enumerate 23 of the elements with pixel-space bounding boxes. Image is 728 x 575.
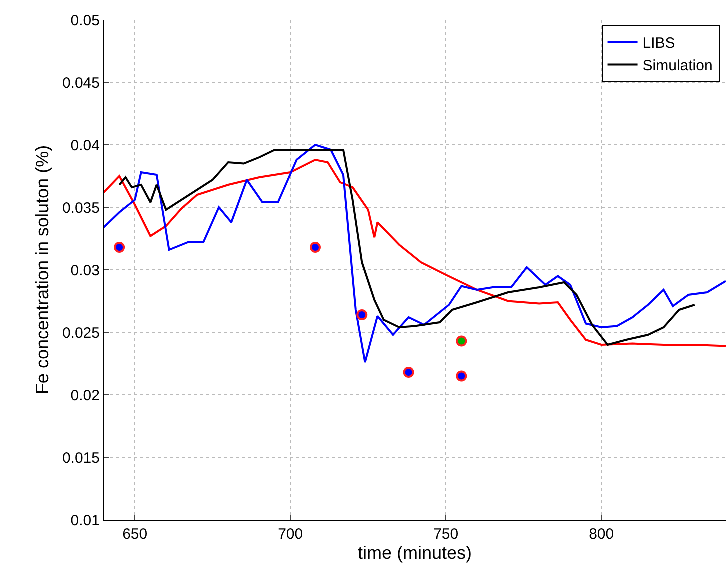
y-tick-label: 0.04 [70, 137, 100, 154]
y-tick-label: 0.05 [70, 12, 100, 30]
point [456, 370, 468, 382]
x-axis-title: time (minutes) [358, 543, 472, 564]
legend-label: LIBS [642, 35, 676, 52]
x-tick-label: 650 [122, 526, 148, 543]
x-tick-label: 750 [434, 526, 459, 543]
y-tick-label: 0.015 [62, 450, 100, 467]
point [456, 336, 468, 347]
y-tick-label: 0.045 [62, 74, 100, 92]
x-tick-label: 800 [589, 526, 614, 543]
y-axis-title: Fe concentration in soluton (%) [32, 145, 53, 395]
point [114, 242, 126, 253]
y-tick-label: 0.025 [62, 324, 100, 342]
point [356, 310, 368, 320]
point [403, 367, 414, 378]
point [310, 242, 321, 253]
x-tick-label: 700 [278, 526, 304, 543]
y-tick-label: 0.03 [70, 262, 100, 280]
y-tick-label: 0.035 [62, 200, 100, 217]
legend-label: Simulation [642, 58, 713, 75]
y-tick-label: 0.02 [70, 387, 100, 404]
y-tick-label: 0.01 [70, 512, 100, 530]
